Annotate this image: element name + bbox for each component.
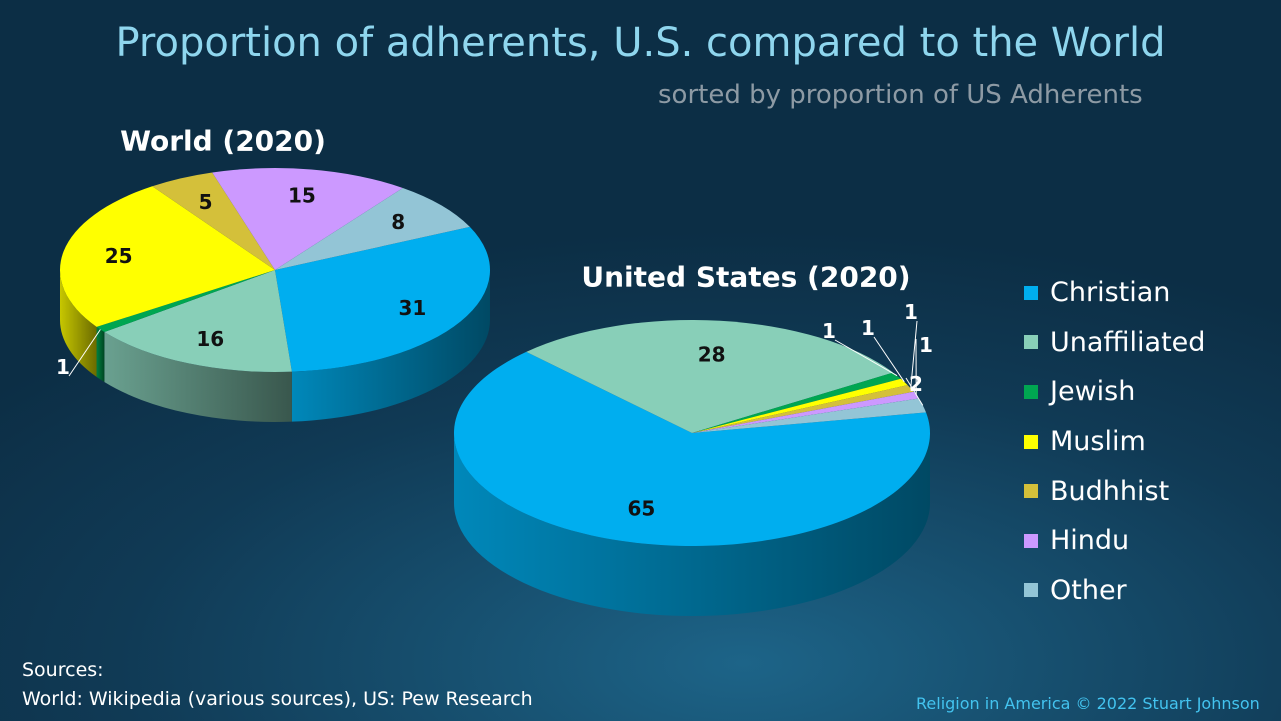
data-label: 1	[919, 333, 933, 357]
pie-slice-muslim	[59, 186, 275, 327]
legend-label: Christian	[1050, 277, 1171, 309]
sources-heading: Sources:	[22, 659, 104, 681]
pie-slice-jewish	[692, 372, 901, 433]
data-label: 65	[627, 496, 655, 520]
legend-swatch	[1024, 384, 1038, 399]
legend-label: Unaffiliated	[1050, 326, 1206, 358]
legend-label: Hindu	[1050, 525, 1130, 557]
pie-world: 31 16 1 25 5 15 8 World (2020)	[56, 125, 490, 423]
data-label: 25	[105, 244, 133, 268]
pie-side	[60, 270, 490, 423]
pie-side-christian	[454, 433, 930, 616]
copyright-note: Religion in America © 2022 Stuart Johnso…	[916, 694, 1260, 713]
data-label: 1	[56, 355, 70, 379]
data-label: 16	[196, 327, 224, 351]
legend-label: Muslim	[1050, 426, 1146, 458]
legend-item: Unaffiliated	[1024, 318, 1205, 368]
pie-slice-other	[275, 187, 470, 270]
leader-line	[905, 377, 924, 406]
pie-slice-budhhist	[152, 172, 275, 270]
data-label: 1	[904, 300, 918, 324]
pie-title: World (2020)	[120, 125, 326, 158]
legend-item: Christian	[1024, 268, 1205, 318]
leader-line	[910, 320, 918, 389]
legend-label: Jewish	[1050, 376, 1136, 408]
legend-item: Budhhist	[1024, 466, 1205, 516]
pie-slice-unaffiliated	[526, 320, 894, 433]
pie-side-jewish	[96, 326, 105, 383]
pie-title: United States (2020)	[581, 261, 910, 294]
pie-side-christian	[291, 270, 490, 422]
pie-slice-hindu	[692, 391, 919, 433]
legend-item: Muslim	[1024, 417, 1205, 467]
data-label: 5	[199, 190, 213, 214]
data-label: 28	[698, 342, 726, 366]
pie-slice-christian	[453, 351, 930, 546]
legend-swatch	[1024, 285, 1038, 300]
chart-subtitle: sorted by proportion of US Adherents	[658, 80, 1143, 110]
legend-label: Budhhist	[1050, 475, 1170, 507]
data-label: 1	[861, 316, 875, 340]
data-label: 15	[288, 184, 316, 208]
pie-slice-budhhist	[692, 385, 914, 433]
legend-swatch	[1024, 484, 1038, 499]
pie-slice-other	[692, 398, 927, 433]
data-label: 31	[399, 296, 427, 320]
legend-swatch	[1024, 533, 1038, 548]
data-label: 8	[391, 210, 405, 234]
pie-slice-jewish	[96, 270, 275, 333]
legend-item: Jewish	[1024, 367, 1205, 417]
sources-note: Sources: World: Wikipedia (various sourc…	[22, 656, 533, 714]
legend-item: Hindu	[1024, 516, 1205, 566]
legend: Christian Unaffiliated Jewish Muslim Bud…	[1024, 268, 1205, 615]
pie-side-muslim	[60, 270, 97, 377]
data-label: 2	[909, 372, 923, 396]
leader-line	[834, 339, 898, 377]
pie-slice-unaffiliated	[104, 270, 292, 373]
sources-text: World: Wikipedia (various sources), US: …	[22, 688, 533, 710]
pie-slice-muslim	[692, 378, 908, 433]
pie-side-unaffiliated	[104, 332, 292, 423]
legend-swatch	[1024, 335, 1038, 350]
leader-line	[873, 336, 905, 383]
legend-swatch	[1024, 583, 1038, 598]
legend-item: Other	[1024, 566, 1205, 616]
pie-side	[454, 433, 930, 616]
chart-title: Proportion of adherents, U.S. compared t…	[115, 20, 1166, 66]
leader-line	[68, 329, 101, 377]
pie-slice-christian	[275, 226, 490, 372]
pie-slice-hindu	[212, 168, 403, 270]
legend-swatch	[1024, 434, 1038, 449]
legend-label: Other	[1050, 574, 1127, 606]
data-label: 1	[822, 319, 836, 343]
